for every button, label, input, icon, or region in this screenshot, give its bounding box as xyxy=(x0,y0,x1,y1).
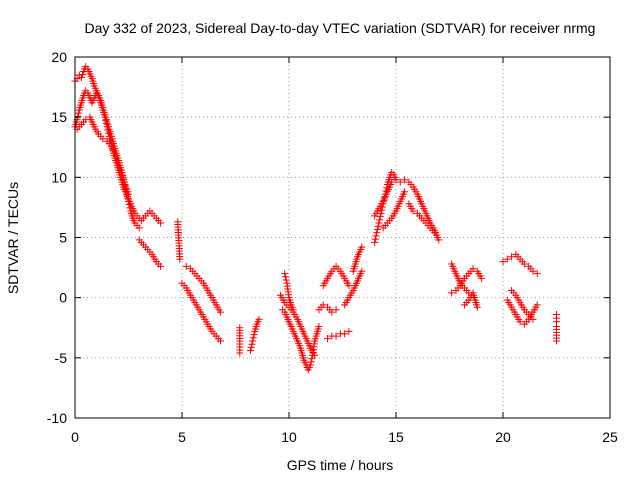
y-tick-label: 10 xyxy=(51,169,67,185)
data-point xyxy=(319,301,327,309)
data-point xyxy=(281,273,289,281)
data-point xyxy=(281,270,289,278)
data-point xyxy=(371,238,379,246)
data-point xyxy=(306,361,314,369)
data-point xyxy=(289,306,297,314)
data-point xyxy=(371,235,379,243)
data-point xyxy=(401,188,409,196)
x-tick-label: 25 xyxy=(602,429,618,445)
data-point xyxy=(135,224,143,232)
data-point xyxy=(374,222,382,230)
x-tick-label: 5 xyxy=(178,429,186,445)
data-point xyxy=(99,135,107,143)
data-point xyxy=(74,112,82,120)
data-point xyxy=(345,327,353,335)
data-point xyxy=(248,340,256,348)
data-point xyxy=(376,213,384,221)
data-point xyxy=(308,355,316,363)
data-point xyxy=(182,262,190,270)
data-point xyxy=(409,207,417,215)
data-point xyxy=(246,347,254,355)
y-tick-label: -5 xyxy=(55,350,68,366)
x-tick-label: 0 xyxy=(71,429,79,445)
data-point xyxy=(157,262,165,270)
y-tick-label: -10 xyxy=(47,410,67,426)
data-point xyxy=(435,236,443,244)
data-point xyxy=(448,289,456,297)
data-point xyxy=(508,253,516,261)
x-axis-title: GPS time / hours xyxy=(287,457,394,473)
x-tick-label: 20 xyxy=(495,429,511,445)
data-point xyxy=(176,255,184,263)
data-point xyxy=(124,194,132,202)
data-point xyxy=(396,178,404,186)
chart-title: Day 332 of 2023, Sidereal Day-to-day VTE… xyxy=(85,20,596,36)
y-axis-title: SDTVAR / TECUs xyxy=(5,182,21,294)
data-point xyxy=(376,216,384,224)
data-point xyxy=(388,178,396,186)
x-tick-label: 10 xyxy=(281,429,297,445)
data-point xyxy=(533,301,541,309)
data-point xyxy=(255,315,263,323)
y-tick-label: 15 xyxy=(51,109,67,125)
y-tick-label: 5 xyxy=(59,230,67,246)
data-point xyxy=(373,229,381,237)
grid-lines xyxy=(75,57,610,418)
data-point xyxy=(358,267,366,275)
data-point xyxy=(332,332,340,340)
data-point xyxy=(375,219,383,227)
data-point xyxy=(311,351,319,359)
data-point xyxy=(469,265,477,273)
data-point xyxy=(401,176,409,184)
data-point xyxy=(78,70,86,78)
data-point xyxy=(77,73,85,81)
data-point xyxy=(125,197,132,205)
data-point xyxy=(315,323,323,331)
data-point xyxy=(249,334,257,342)
data-point xyxy=(307,358,315,366)
data-point xyxy=(373,225,381,233)
data-point xyxy=(236,349,244,357)
data-point xyxy=(478,274,486,282)
axis-ticks: 0 5 10 15 20 25 -10 -5 0 5 10 15 20 xyxy=(47,49,618,445)
data-point xyxy=(529,315,537,323)
data-point xyxy=(282,276,290,284)
data-point xyxy=(217,337,225,345)
data-point xyxy=(247,343,255,351)
data-point xyxy=(383,184,391,192)
data-point xyxy=(126,204,134,212)
data-point xyxy=(431,229,439,237)
data-point xyxy=(157,219,165,227)
data-point xyxy=(250,331,258,339)
data-point xyxy=(553,337,560,345)
data-point xyxy=(533,270,541,278)
data-point xyxy=(324,335,332,343)
data-point xyxy=(217,308,225,316)
data-point xyxy=(499,258,507,266)
data-point xyxy=(345,282,353,290)
data-point xyxy=(372,232,380,240)
data-point xyxy=(75,109,83,117)
data-point xyxy=(358,243,366,251)
data-point xyxy=(392,176,400,184)
data-point xyxy=(503,255,511,263)
x-tick-label: 15 xyxy=(388,429,404,445)
data-point xyxy=(529,267,537,275)
y-tick-label: 0 xyxy=(59,290,67,306)
y-tick-label: 20 xyxy=(51,49,67,65)
data-point xyxy=(516,318,524,326)
data-point xyxy=(332,306,340,314)
data-point xyxy=(378,206,386,214)
data-point xyxy=(125,190,132,198)
data-points xyxy=(71,63,560,374)
data-point xyxy=(125,201,133,209)
data-point xyxy=(520,260,528,268)
data-point xyxy=(249,337,257,345)
data-point xyxy=(328,308,336,316)
data-point xyxy=(473,303,481,311)
data-point xyxy=(341,330,349,338)
